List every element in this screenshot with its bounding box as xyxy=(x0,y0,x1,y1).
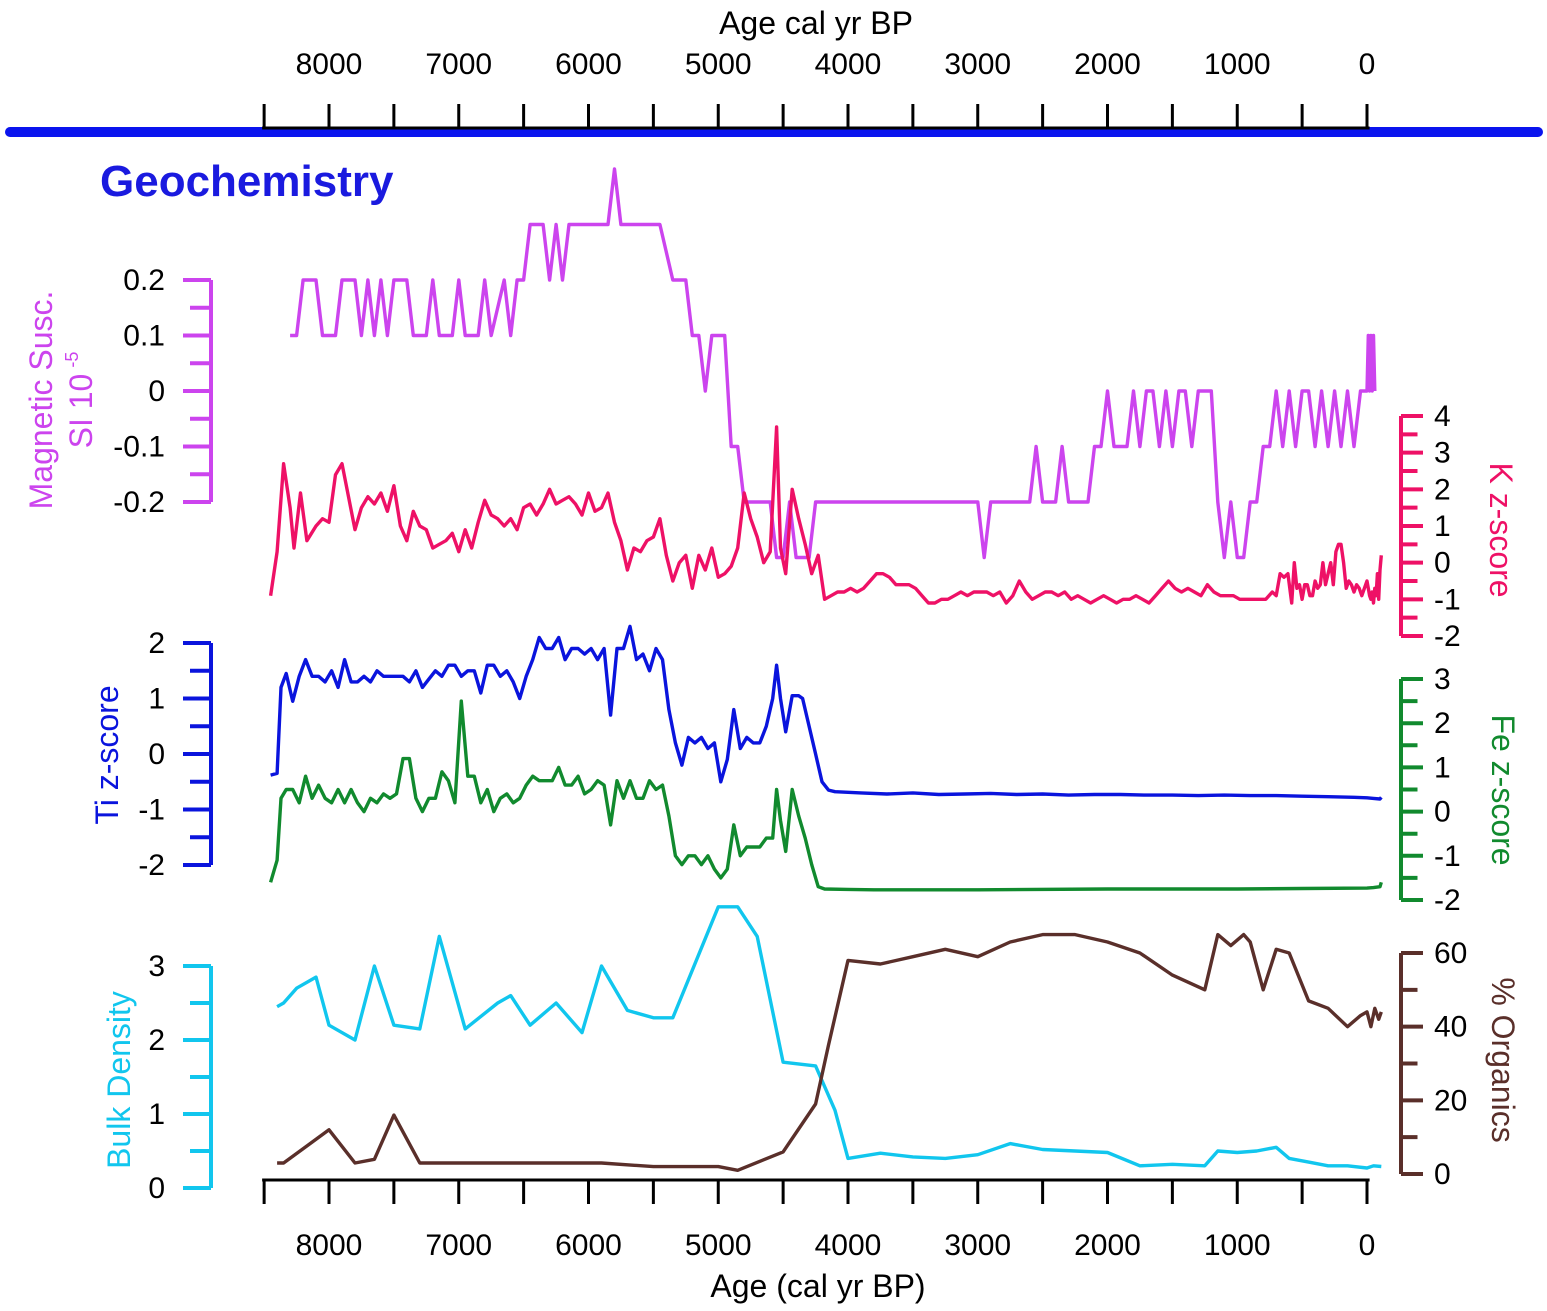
x-tick-label: 7000 xyxy=(425,48,492,81)
x-tick-label: 1000 xyxy=(1204,1229,1271,1262)
mag-tick-label: -0.1 xyxy=(113,431,165,464)
bd-tick-label: 0 xyxy=(148,1172,165,1205)
series-lines xyxy=(268,167,1383,1173)
mag-axis-title-exponent: -5 xyxy=(62,352,82,368)
k-tick-label: 2 xyxy=(1434,473,1451,506)
bd-tick-label: 2 xyxy=(148,1024,165,1057)
top-age-axis: 8000 7000 6000 5000 4000 3000 2000 1000 0 xyxy=(262,48,1376,130)
x-tick-label: 6000 xyxy=(555,1229,622,1262)
x-tick-label: 3000 xyxy=(944,48,1011,81)
bd-axis-title: Bulk Density xyxy=(101,991,137,1169)
top-axis-title: Age cal yr BP xyxy=(719,5,913,41)
mag-y-axis: 0.2 0.1 0 -0.1 -0.2 xyxy=(113,264,213,519)
mag-axis-title: Magnetic Susc. SI 10 -5 xyxy=(23,291,99,510)
k-tick-label: -1 xyxy=(1434,583,1461,616)
fe-tick-label: 0 xyxy=(1434,796,1451,829)
mag-tick-label: 0.2 xyxy=(123,264,165,297)
fe-axis-title: Fe z-score xyxy=(1485,714,1521,865)
x-tick-label: 5000 xyxy=(685,1229,752,1262)
x-tick-label: 4000 xyxy=(815,48,882,81)
x-tick-label: 0 xyxy=(1359,1229,1376,1262)
mag-axis-title-line1: Magnetic Susc. xyxy=(23,291,59,510)
k-tick-label: 4 xyxy=(1434,400,1451,433)
x-tick-label: 5000 xyxy=(685,48,752,81)
ti-axis-title: Ti z-score xyxy=(89,685,125,824)
mag-series-line xyxy=(290,167,1377,560)
bottom-axis-title: Age (cal yr BP) xyxy=(710,1268,925,1304)
x-tick-label: 3000 xyxy=(944,1229,1011,1262)
x-tick-label: 2000 xyxy=(1074,1229,1141,1262)
ti-tick-label: 0 xyxy=(148,738,165,771)
x-tick-label: 0 xyxy=(1359,48,1376,81)
org-series-line xyxy=(277,932,1383,1173)
x-tick-label: 6000 xyxy=(555,48,622,81)
fe-series-line xyxy=(268,699,1383,892)
x-tick-label: 8000 xyxy=(296,48,363,81)
x-tick-label: 8000 xyxy=(296,1229,363,1262)
ti-tick-label: -1 xyxy=(138,794,165,827)
y-axes: 0.20.10-0.1-0.243210-1-2210-1-23210-1-23… xyxy=(113,264,1467,1205)
x-tick-label: 7000 xyxy=(425,1229,492,1262)
ti-tick-label: 2 xyxy=(148,627,165,660)
bd-tick-label: 1 xyxy=(148,1098,165,1131)
bottom-age-axis: 8000 7000 6000 5000 4000 3000 2000 1000 0 xyxy=(262,1178,1376,1262)
k-tick-label: 0 xyxy=(1434,547,1451,580)
mag-tick-label: 0.1 xyxy=(123,320,165,353)
fe-tick-label: -1 xyxy=(1434,840,1461,873)
org-y-axis: 60 40 20 0 xyxy=(1399,937,1467,1191)
panel-title: Geochemistry xyxy=(100,157,394,206)
mag-tick-label: 0 xyxy=(148,375,165,408)
bd-y-axis: 3 2 1 0 xyxy=(148,950,213,1205)
ti-tick-label: 1 xyxy=(148,683,165,716)
mag-axis-title-si: SI 10 xyxy=(63,374,99,449)
org-axis-title: % Organics xyxy=(1485,977,1521,1142)
k-tick-label: 3 xyxy=(1434,437,1451,470)
bd-tick-label: 3 xyxy=(148,950,165,983)
k-y-axis: 4 32 1 0-1 -2 xyxy=(1399,400,1461,653)
k-tick-label: -2 xyxy=(1434,620,1461,653)
fe-tick-label: -2 xyxy=(1434,884,1461,917)
x-tick-label: 4000 xyxy=(815,1229,882,1262)
mag-tick-label: -0.2 xyxy=(113,486,165,519)
ti-y-axis: 2 1 0 -1 -2 xyxy=(138,627,213,882)
org-tick-label: 60 xyxy=(1434,937,1467,970)
x-tick-label: 2000 xyxy=(1074,48,1141,81)
fe-tick-label: 2 xyxy=(1434,707,1451,740)
fe-tick-label: 1 xyxy=(1434,751,1451,784)
bd-series-line xyxy=(276,905,1382,1170)
ti-series-line xyxy=(270,624,1383,801)
ti-tick-label: -2 xyxy=(138,849,165,882)
org-tick-label: 0 xyxy=(1434,1158,1451,1191)
org-tick-label: 20 xyxy=(1434,1084,1467,1117)
fe-y-axis: 3 2 1 0 -1 -2 xyxy=(1399,663,1461,917)
x-tick-label: 1000 xyxy=(1204,48,1271,81)
mag-axis-title-line2: SI 10 -5 xyxy=(62,352,99,449)
k-axis-title: K z-score xyxy=(1483,462,1519,597)
org-tick-label: 40 xyxy=(1434,1011,1467,1044)
k-tick-label: 1 xyxy=(1434,510,1451,543)
fe-tick-label: 3 xyxy=(1434,663,1451,696)
k-series-line xyxy=(268,425,1383,605)
